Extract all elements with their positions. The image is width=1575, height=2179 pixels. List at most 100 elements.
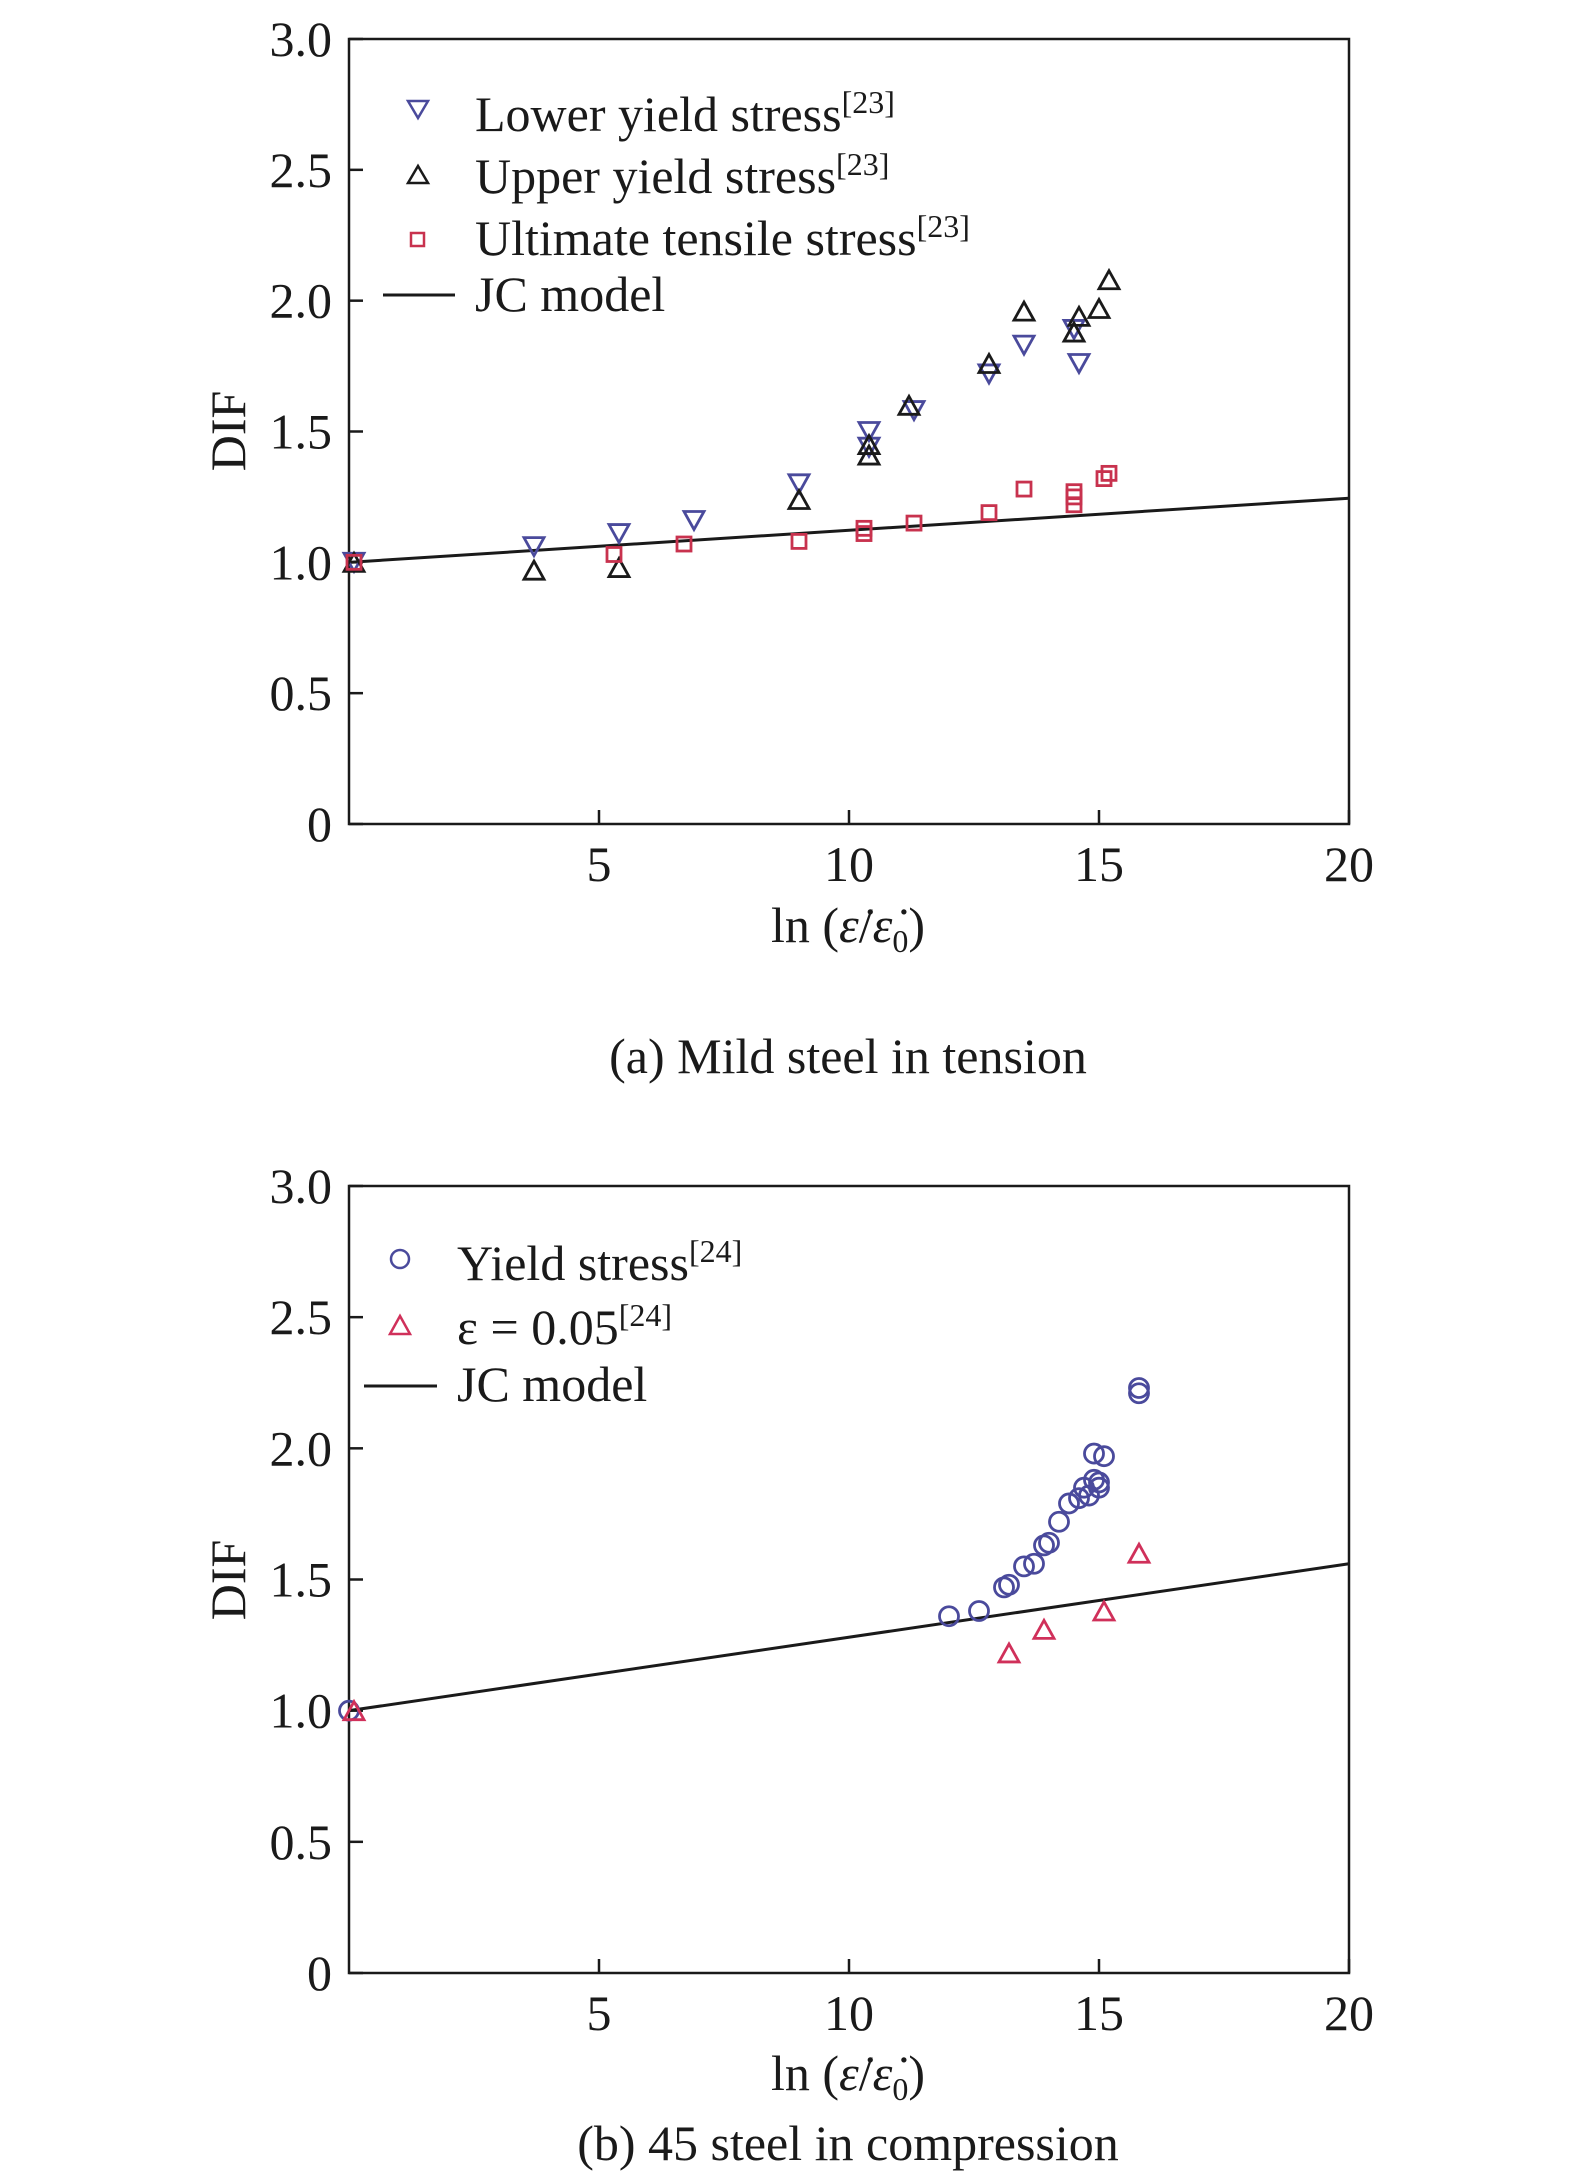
legend-text: ε = 0.05 — [457, 1299, 619, 1355]
chart-panel-b: 0 0.5 1.0 1.5 2.0 2.5 3.0 5 10 15 20 DIF ln (ε̇/ε… — [200, 1158, 1374, 2171]
legend-ref: [24] — [689, 1233, 742, 1269]
y-tick-label: 0.5 — [270, 1814, 333, 1870]
legend-entry-ultimate-tensile: Ultimate tensile stress[23] — [409, 208, 970, 266]
data-point-square — [345, 553, 363, 571]
x-tick-label: 20 — [1324, 836, 1374, 892]
data-point-circle — [1083, 1442, 1105, 1465]
x-tick-label: 15 — [1074, 1985, 1124, 2041]
data-point-triangle-up — [1066, 304, 1092, 327]
legend-text: Yield stress — [457, 1235, 689, 1291]
data-point-triangle-down — [786, 473, 812, 496]
data-point-circle — [938, 1605, 960, 1628]
data-point-triangle-down — [521, 536, 547, 559]
data-point-square — [675, 535, 693, 553]
legend-ref: [24] — [619, 1297, 672, 1333]
y-tick-label: 1.5 — [270, 1552, 333, 1608]
legend-marker-circle — [389, 1248, 411, 1270]
y-axis-label: DIF — [200, 391, 256, 472]
data-point-triangle-down — [856, 421, 882, 444]
data-point-square — [1065, 483, 1083, 501]
data-point-square — [905, 514, 923, 532]
y-tick-label: 2.5 — [270, 142, 333, 198]
data-point-square — [1095, 470, 1113, 488]
data-point-triangle-up — [1031, 1617, 1057, 1640]
legend-entry-strain-005: ε = 0.05[24] — [387, 1297, 672, 1355]
data-point-triangle-down — [1066, 353, 1092, 376]
data-point-triangle-up — [856, 432, 882, 455]
legend-label-lower-yield: Lower yield stress[23] — [475, 84, 895, 142]
legend: Yield stress[24] ε = 0.05[24] JC model — [364, 1233, 742, 1412]
data-point-triangle-up — [896, 393, 922, 416]
data-point-triangle-up — [1096, 267, 1122, 291]
legend-label-yield-stress: Yield stress[24] — [457, 1233, 742, 1291]
x-label-suffix: ) — [908, 897, 925, 953]
data-point-triangle-down — [681, 510, 707, 533]
legend-text: Upper yield stress — [475, 148, 836, 204]
data-point-triangle-up — [341, 1698, 367, 1722]
jc-model-line-path — [348, 496, 1350, 564]
legend: Lower yield stress[23] Upper yield stres… — [383, 84, 970, 322]
data-point-triangle-up — [996, 1641, 1022, 1664]
y-tick-label: 0.5 — [270, 665, 333, 721]
data-point-circle — [1088, 1476, 1110, 1499]
data-point-square — [855, 519, 873, 537]
data-point-triangle-up — [341, 550, 367, 573]
data-point-circle — [968, 1600, 990, 1622]
y-tick-label: 3.0 — [270, 1158, 333, 1214]
data-point-circle — [1128, 1377, 1150, 1399]
data-point-square — [1015, 480, 1033, 498]
data-point-triangle-down — [606, 523, 632, 546]
x-tick-label: 10 — [824, 1985, 874, 2041]
legend-text: Lower yield stress — [475, 86, 842, 142]
data-point-triangle-up — [976, 351, 1002, 374]
data-point-triangle-up — [1126, 1541, 1152, 1564]
data-point-triangle-up — [1061, 320, 1087, 343]
x-tick-labels: 5 10 15 20 — [587, 1985, 1375, 2041]
x-tick-label: 20 — [1324, 1985, 1374, 2041]
y-tick-label: 1.5 — [270, 404, 333, 460]
x-label-subscript: 0 — [892, 2071, 908, 2107]
data-point-triangle-down — [1011, 334, 1037, 358]
data-point-triangle-up — [786, 487, 812, 510]
x-label-prefix: ln ( — [771, 2045, 839, 2101]
chart-panel-a: 0 0.5 1.0 1.5 2.0 2.5 3.0 5 10 15 20 DIF ln (ε̇/ε… — [200, 11, 1374, 1084]
x-label-slash: / — [859, 2045, 873, 2101]
data-point-circle — [1093, 1445, 1115, 1468]
legend-marker-square — [409, 231, 426, 248]
data-points — [338, 1377, 1152, 1722]
x-label-slash: / — [859, 897, 873, 953]
x-axis-label: ln (ε̇/ε̇0) — [771, 2045, 925, 2107]
data-point-triangle-up — [521, 558, 547, 581]
jc-model-line — [348, 496, 1350, 564]
x-tick-label: 5 — [587, 836, 612, 892]
axis-ticks — [349, 37, 1351, 826]
jc-model-line-path — [348, 1562, 1350, 1713]
x-label-prefix: ln ( — [771, 897, 839, 953]
data-point-circle — [1013, 1555, 1035, 1578]
legend-entry-upper-yield: Upper yield stress[23] — [405, 146, 889, 204]
data-point-triangle-up — [856, 443, 882, 466]
data-point-circle — [998, 1573, 1020, 1596]
legend-marker-triangle-down — [405, 99, 431, 121]
data-point-triangle-down — [976, 363, 1002, 386]
legend-entry-jc-model: JC model — [364, 1356, 647, 1412]
legend-ref: [23] — [842, 84, 895, 120]
y-tick-label: 2.0 — [270, 1420, 333, 1476]
data-point-triangle-up — [1091, 1599, 1117, 1622]
legend-marker-triangle-up — [387, 1313, 413, 1336]
data-point-circle — [1038, 1531, 1060, 1554]
data-point-circle — [1048, 1510, 1070, 1533]
caption-b: (b) 45 steel in compression — [577, 2115, 1119, 2171]
legend-label-strain-005: ε = 0.05[24] — [457, 1297, 672, 1355]
legend-label-jc-model: JC model — [457, 1356, 647, 1412]
data-point-triangle-up — [1086, 296, 1112, 319]
y-tick-label: 0 — [307, 796, 332, 852]
caption-a: (a) Mild steel in tension — [609, 1028, 1087, 1084]
y-tick-labels: 0 0.5 1.0 1.5 2.0 2.5 3.0 — [270, 11, 333, 852]
y-tick-label: 1.0 — [270, 534, 333, 590]
x-tick-label: 5 — [587, 1985, 612, 2041]
legend-entry-jc-model: JC model — [383, 266, 665, 322]
data-point-triangle-up — [1011, 299, 1037, 322]
data-points — [341, 267, 1122, 581]
